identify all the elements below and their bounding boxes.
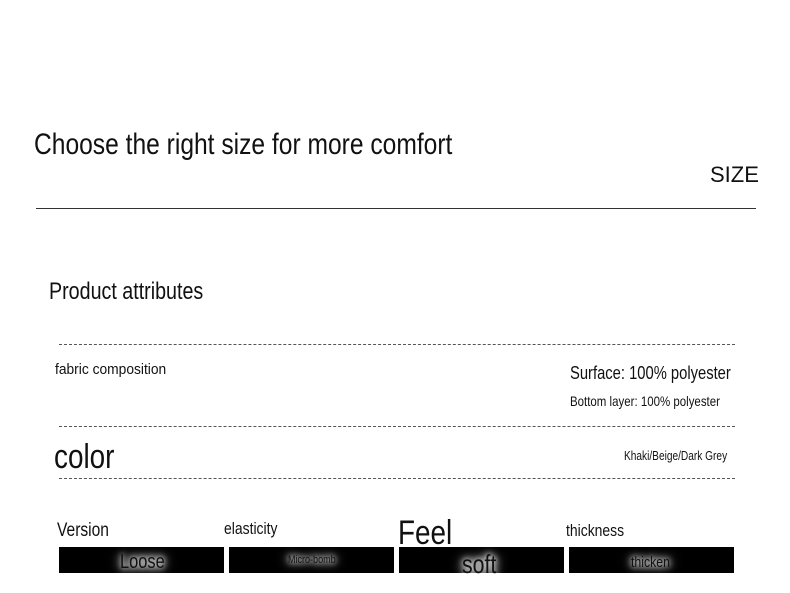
header-title: Choose the right size for more comfort <box>34 128 544 162</box>
attribute-name-text: Feel <box>398 514 453 552</box>
attribute-value-text: soft <box>462 549 497 579</box>
attribute-bar <box>569 547 734 573</box>
attribute-bar <box>399 547 564 573</box>
divider <box>59 426 735 427</box>
section-title-text: Product attributes <box>49 278 204 305</box>
attribute-name: Feel <box>398 514 464 553</box>
color-label-text: color <box>54 438 115 476</box>
attribute-value: thicken <box>631 554 679 571</box>
fabric-value-text: Surface: 100% polyester <box>570 363 731 383</box>
attribute-value-text: Micro-bomb <box>288 554 336 566</box>
color-value-text: Khaki/Beige/Dark Grey <box>624 448 728 463</box>
attribute-bar <box>59 547 224 573</box>
fabric-label: fabric composition <box>55 361 176 378</box>
fabric-value-text: Bottom layer: 100% polyester <box>570 393 720 409</box>
color-value: Khaki/Beige/Dark Grey <box>624 448 756 463</box>
attribute-value-text: Loose <box>120 551 165 573</box>
attribute-name-text: thickness <box>566 521 625 540</box>
fabric-value: Surface: 100% polyester <box>570 363 766 384</box>
attribute-value: Loose <box>120 551 175 574</box>
attribute-name: elasticity <box>224 519 289 539</box>
section-title: Product attributes <box>49 278 237 306</box>
attribute-name: thickness <box>566 521 637 541</box>
attribute-value: Micro-bomb <box>288 554 346 566</box>
divider <box>59 344 735 345</box>
header-rule <box>36 208 756 209</box>
fabric-label-text: fabric composition <box>55 361 167 378</box>
attribute-name-text: Version <box>57 520 109 541</box>
attribute-name: Version <box>57 520 120 542</box>
divider <box>59 478 735 479</box>
header-title-text: Choose the right size for more comfort <box>34 128 453 161</box>
attribute-bar <box>229 547 394 573</box>
fabric-value: Bottom layer: 100% polyester <box>570 393 753 409</box>
header-tag: SIZE <box>710 162 759 187</box>
attribute-value: soft <box>462 549 504 580</box>
attribute-value-text: thicken <box>631 554 670 571</box>
attribute-name-text: elasticity <box>224 519 278 538</box>
color-label: color <box>54 438 128 477</box>
